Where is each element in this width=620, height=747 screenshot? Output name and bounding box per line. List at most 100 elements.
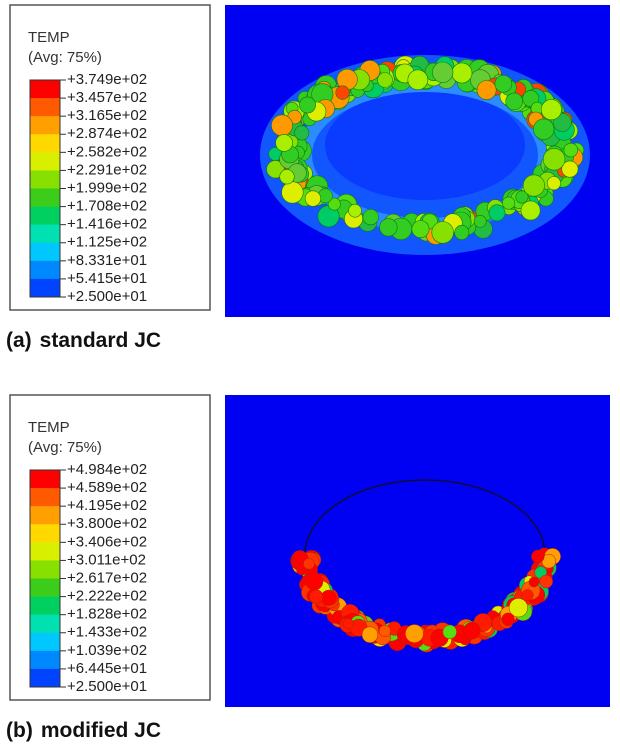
simulation-image bbox=[225, 395, 610, 707]
simulation-image bbox=[225, 5, 610, 317]
caption: (b) modified JC bbox=[6, 719, 161, 742]
particle bbox=[502, 196, 516, 210]
legend-label: +3.457e+02 bbox=[67, 89, 147, 106]
legend-label: +1.125e+02 bbox=[67, 234, 147, 251]
particle bbox=[271, 114, 293, 137]
caption-text: standard JC bbox=[40, 329, 161, 352]
particle bbox=[281, 181, 304, 204]
legend-label: +3.406e+02 bbox=[67, 533, 147, 550]
particle bbox=[521, 589, 534, 602]
particle bbox=[522, 174, 545, 197]
legend-title: TEMP bbox=[28, 29, 70, 46]
legend-label: +8.331e+01 bbox=[67, 252, 147, 269]
crater-arc bbox=[304, 479, 546, 556]
legend-label: +2.874e+02 bbox=[67, 125, 147, 142]
color-band bbox=[30, 650, 60, 670]
color-band bbox=[30, 632, 60, 652]
particle bbox=[299, 96, 316, 114]
legend-label: +1.039e+02 bbox=[67, 642, 147, 659]
color-band bbox=[30, 614, 60, 634]
particle bbox=[533, 118, 555, 140]
particle bbox=[379, 218, 398, 237]
particle bbox=[335, 85, 350, 100]
color-band bbox=[30, 470, 60, 489]
particle bbox=[542, 148, 566, 171]
particle bbox=[531, 549, 545, 564]
particle bbox=[488, 204, 506, 222]
particle bbox=[561, 160, 579, 178]
legend-label: +2.500e+01 bbox=[67, 288, 147, 305]
color-band bbox=[30, 170, 60, 189]
particle bbox=[442, 624, 457, 640]
legend-label: +1.999e+02 bbox=[67, 179, 147, 196]
particle bbox=[361, 626, 379, 643]
legend-label: +2.222e+02 bbox=[67, 588, 147, 605]
particle bbox=[432, 61, 454, 83]
legend-subtitle: (Avg: 75%) bbox=[28, 49, 102, 66]
particle bbox=[563, 142, 578, 158]
particle bbox=[305, 572, 324, 591]
legend-label: +3.011e+02 bbox=[67, 551, 146, 568]
particle bbox=[505, 92, 524, 111]
particle bbox=[342, 618, 354, 629]
particle bbox=[327, 197, 341, 211]
legend-label: +2.500e+01 bbox=[67, 678, 147, 695]
color-band bbox=[30, 668, 60, 688]
legend-label: +1.433e+02 bbox=[67, 624, 147, 641]
legend-label: +4.589e+02 bbox=[67, 479, 147, 496]
color-band bbox=[30, 260, 60, 280]
legend-title: TEMP bbox=[28, 419, 70, 436]
caption-text: modified JC bbox=[41, 719, 161, 742]
legend-label: +3.165e+02 bbox=[67, 107, 147, 124]
particle bbox=[275, 134, 293, 152]
legend-label: +4.984e+02 bbox=[67, 461, 147, 478]
color-band bbox=[30, 152, 60, 171]
color-band bbox=[30, 524, 60, 543]
legend-label: +6.445e+01 bbox=[67, 660, 147, 677]
particle bbox=[508, 598, 528, 618]
particle bbox=[520, 200, 541, 221]
legend-label: +1.708e+02 bbox=[67, 198, 147, 215]
color-band bbox=[30, 596, 60, 616]
color-band bbox=[30, 578, 60, 598]
particle bbox=[309, 589, 324, 604]
particle bbox=[411, 220, 430, 239]
particle bbox=[494, 75, 513, 93]
color-band bbox=[30, 506, 60, 525]
legend-label: +2.582e+02 bbox=[67, 143, 147, 160]
color-band bbox=[30, 542, 60, 561]
legend-subtitle: (Avg: 75%) bbox=[28, 439, 102, 456]
color-band bbox=[30, 224, 60, 244]
legend-label: +2.291e+02 bbox=[67, 161, 147, 178]
particle bbox=[463, 621, 481, 640]
legend-label: +3.749e+02 bbox=[67, 71, 147, 88]
particle bbox=[501, 612, 515, 626]
particle bbox=[405, 624, 424, 643]
legend-label: +1.828e+02 bbox=[67, 606, 147, 623]
particle bbox=[540, 99, 562, 121]
particle bbox=[304, 190, 322, 207]
particle bbox=[377, 72, 393, 88]
particle bbox=[294, 125, 310, 141]
particle bbox=[476, 80, 497, 101]
particle bbox=[266, 160, 285, 179]
color-band bbox=[30, 488, 60, 507]
caption-label: (a) bbox=[6, 329, 32, 352]
particle bbox=[473, 214, 487, 228]
particle bbox=[546, 176, 561, 191]
color-band bbox=[30, 98, 60, 117]
inner-zone bbox=[325, 90, 525, 200]
legend-label: +3.800e+02 bbox=[67, 515, 147, 532]
particle bbox=[451, 62, 473, 84]
color-band bbox=[30, 278, 60, 298]
color-band bbox=[30, 116, 60, 135]
particle bbox=[431, 221, 454, 244]
particle bbox=[362, 209, 379, 226]
color-band bbox=[30, 242, 60, 262]
particle bbox=[303, 558, 315, 570]
color-band bbox=[30, 206, 60, 226]
particle bbox=[528, 576, 540, 588]
color-band bbox=[30, 188, 60, 208]
legend-label: +5.415e+01 bbox=[67, 270, 147, 287]
